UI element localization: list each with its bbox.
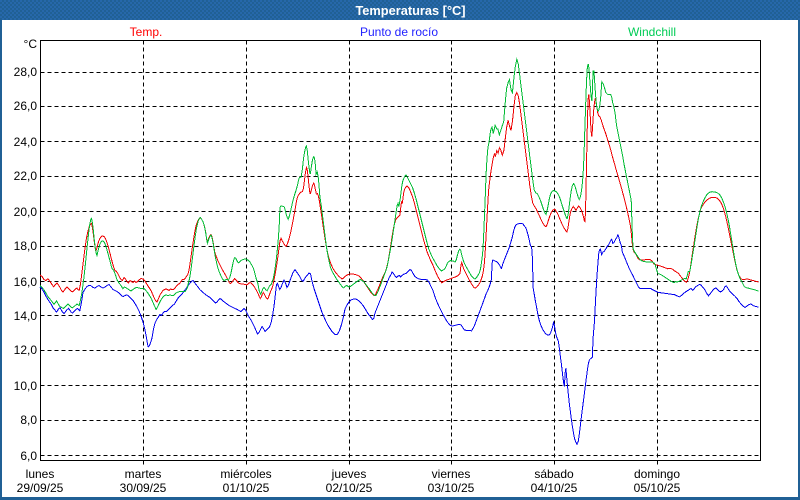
svg-text:12,0: 12,0 bbox=[14, 343, 38, 357]
svg-text:02/10/25: 02/10/25 bbox=[326, 481, 373, 495]
svg-text:22,0: 22,0 bbox=[14, 169, 38, 183]
svg-text:20,0: 20,0 bbox=[14, 205, 38, 219]
svg-text:01/10/25: 01/10/25 bbox=[223, 481, 270, 495]
svg-text:04/10/25: 04/10/25 bbox=[531, 481, 578, 495]
svg-text:Punto de rocío: Punto de rocío bbox=[360, 25, 438, 39]
svg-text:8,0: 8,0 bbox=[20, 413, 37, 427]
svg-text:24,0: 24,0 bbox=[14, 135, 38, 149]
svg-text:Temp.: Temp. bbox=[130, 25, 163, 39]
svg-text:16,0: 16,0 bbox=[14, 275, 38, 289]
svg-text:03/10/25: 03/10/25 bbox=[428, 481, 475, 495]
svg-text:martes: martes bbox=[125, 467, 162, 481]
svg-text:18,0: 18,0 bbox=[14, 239, 38, 253]
svg-text:sábado: sábado bbox=[534, 467, 574, 481]
svg-text:domingo: domingo bbox=[634, 467, 680, 481]
svg-text:29/09/25: 29/09/25 bbox=[17, 481, 64, 495]
svg-text:°C: °C bbox=[24, 37, 38, 51]
svg-text:10,0: 10,0 bbox=[14, 379, 38, 393]
svg-text:28,0: 28,0 bbox=[14, 65, 38, 79]
svg-text:lunes: lunes bbox=[26, 467, 55, 481]
svg-text:26,0: 26,0 bbox=[14, 99, 38, 113]
svg-text:jueves: jueves bbox=[331, 467, 367, 481]
svg-text:6,0: 6,0 bbox=[20, 449, 37, 463]
svg-text:Windchill: Windchill bbox=[628, 25, 676, 39]
svg-text:viernes: viernes bbox=[432, 467, 471, 481]
svg-text:05/10/25: 05/10/25 bbox=[634, 481, 681, 495]
svg-text:30/09/25: 30/09/25 bbox=[120, 481, 167, 495]
svg-text:14,0: 14,0 bbox=[14, 309, 38, 323]
svg-text:miércoles: miércoles bbox=[220, 467, 271, 481]
